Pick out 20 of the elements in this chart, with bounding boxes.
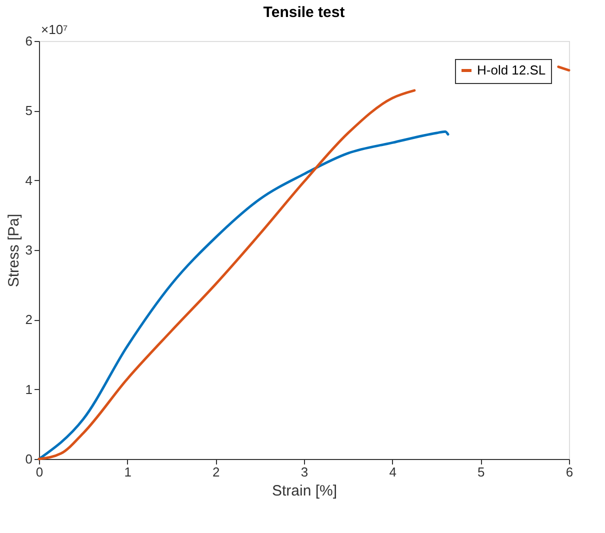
y-tick-label: 0 xyxy=(25,452,32,466)
x-tick-label: 3 xyxy=(300,464,308,480)
x-tick-label: 6 xyxy=(566,464,574,480)
x-tick-label: 0 xyxy=(36,464,44,480)
y-tick-label: 2 xyxy=(25,312,32,328)
x-axis-title: Strain [%] xyxy=(272,482,338,500)
x-tick-label: 1 xyxy=(124,464,132,480)
y-tick-label: 5 xyxy=(25,103,32,118)
x-tick-label: 5 xyxy=(478,464,485,480)
y-tick-label: 6 xyxy=(25,34,32,48)
x-tick-label: 2 xyxy=(212,464,220,480)
text: ×10⁷ xyxy=(41,22,68,37)
y-tick-label: 3 xyxy=(25,242,32,258)
y-tick-label: 4 xyxy=(25,172,32,188)
chart-title: Tensile test xyxy=(263,4,345,21)
legend-label: H-old 12.SL xyxy=(477,62,546,78)
y-axis-title: Stress [Pa] xyxy=(5,214,22,288)
x-tick-label: 4 xyxy=(389,464,396,480)
line-series xyxy=(38,130,450,460)
y-tick-label: 1 xyxy=(25,382,32,397)
